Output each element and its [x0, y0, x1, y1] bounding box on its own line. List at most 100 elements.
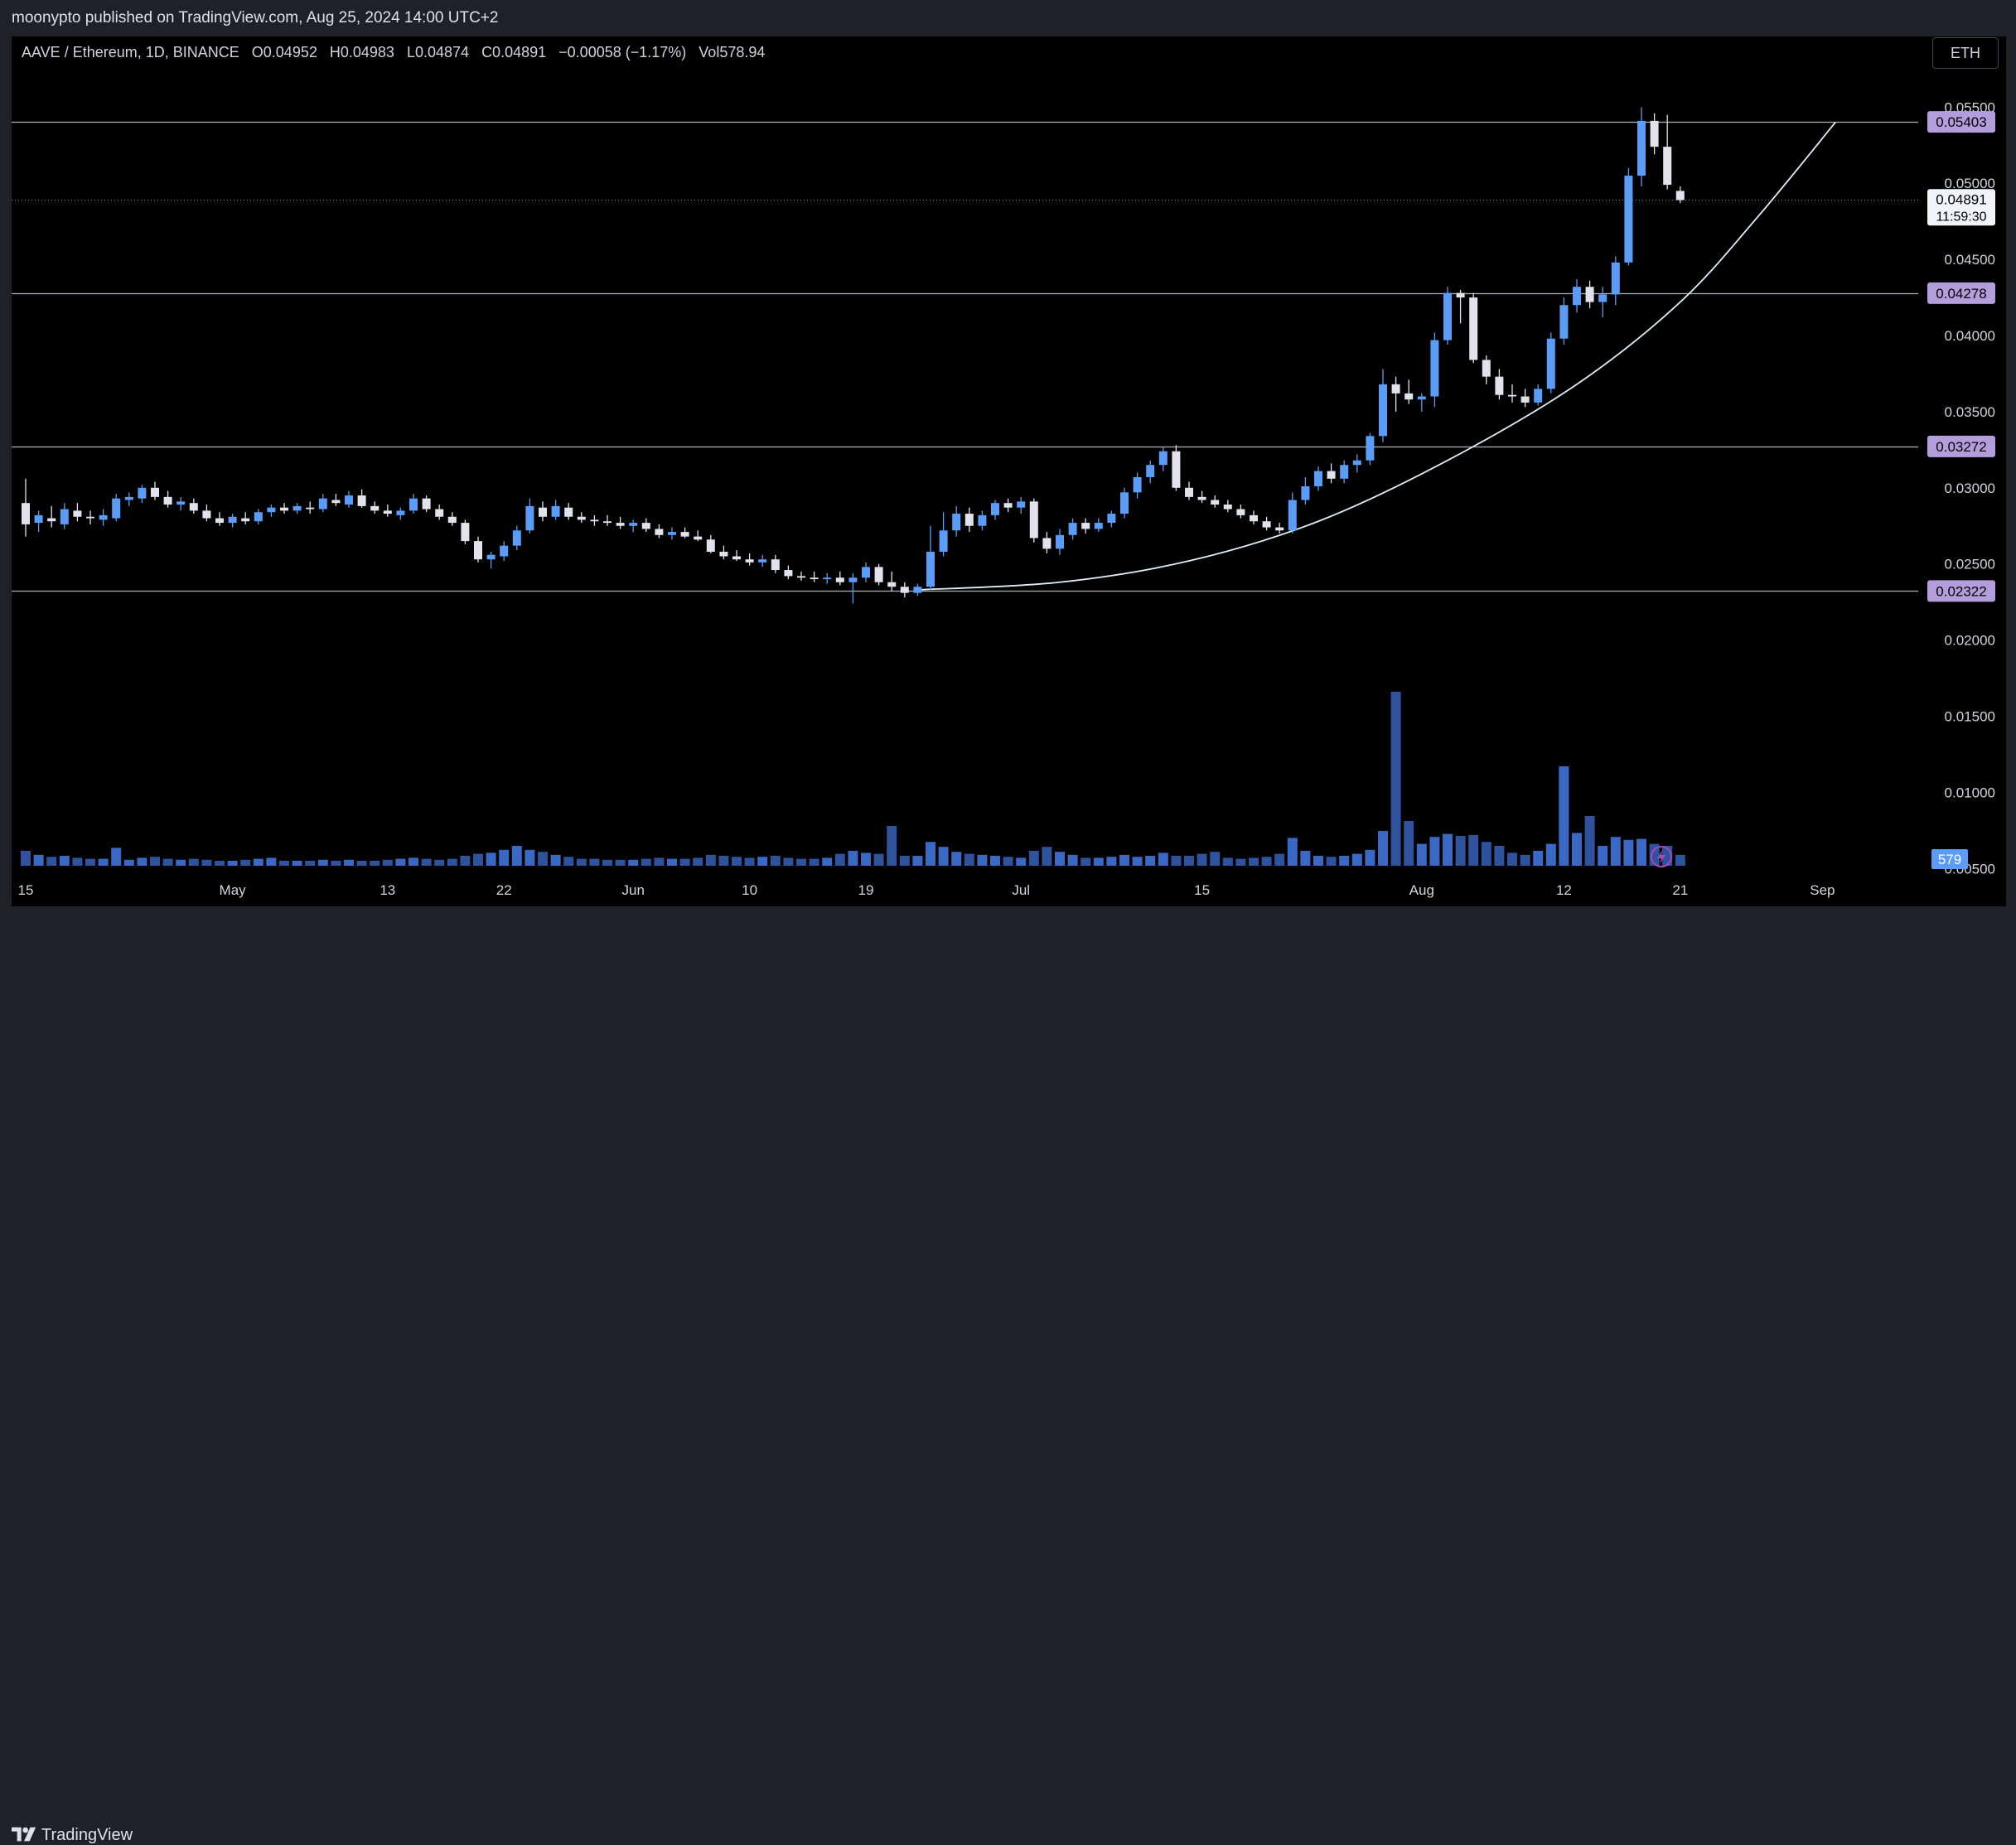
volume-bar — [1623, 839, 1634, 866]
volume-bar — [861, 852, 871, 866]
candle — [1120, 487, 1129, 519]
parabolic-curve[interactable] — [917, 122, 1836, 591]
volume-bar — [1119, 854, 1129, 866]
candle-body — [900, 587, 909, 593]
candle — [1598, 287, 1607, 317]
candle — [1081, 518, 1090, 534]
volume-bar — [460, 856, 471, 866]
candle-body — [1598, 294, 1607, 302]
candle-body — [680, 532, 689, 537]
candle — [551, 500, 560, 520]
candle — [926, 525, 935, 590]
candlestick-chart[interactable]: 0.060000.055000.050000.045000.040000.035… — [12, 36, 2006, 906]
candle-body — [797, 576, 805, 578]
currency-button[interactable]: ETH — [1932, 37, 1999, 69]
x-axis-tick-label: 12 — [1556, 882, 1572, 898]
volume-bar — [1443, 833, 1453, 866]
volume-bar — [1584, 816, 1595, 866]
volume-bar — [305, 861, 316, 866]
volume-bar — [1067, 854, 1078, 866]
level-price-badge — [1927, 282, 1995, 304]
volume-bar — [525, 849, 535, 866]
volume-bar — [46, 857, 57, 866]
legend-high: H0.04983 — [329, 44, 394, 60]
candle-body — [176, 501, 186, 505]
volume-bar — [550, 854, 561, 866]
candle — [370, 501, 380, 514]
candle — [1029, 498, 1038, 543]
volume-bar — [628, 859, 639, 866]
candle — [1456, 289, 1465, 324]
alert-bolt-icon[interactable] — [1651, 846, 1672, 867]
volume-bar — [602, 859, 612, 866]
candle-body — [1469, 297, 1478, 360]
candle — [1675, 186, 1685, 204]
candle — [1520, 389, 1530, 408]
volume-bar — [1222, 857, 1233, 866]
candle-body — [318, 498, 327, 510]
candle — [486, 552, 496, 569]
volume-bar — [21, 851, 31, 866]
countdown-text: 11:59:30 — [1936, 210, 1986, 224]
candle-body — [409, 498, 418, 511]
volume-bar — [576, 858, 587, 866]
volume-bar — [1132, 857, 1143, 866]
volume-bar — [732, 857, 742, 866]
volume-bar — [1416, 843, 1427, 866]
candle-body — [655, 529, 664, 535]
x-axis-tick-label: Aug — [1409, 882, 1434, 898]
candle — [151, 481, 159, 500]
candle — [1250, 510, 1258, 524]
candle — [1017, 496, 1026, 514]
volume-bar — [395, 858, 406, 866]
candle-body — [163, 496, 172, 505]
legend-volume: Vol578.94 — [699, 44, 766, 60]
tradingview-logo-icon[interactable] — [12, 1824, 36, 1844]
candle — [629, 519, 638, 533]
x-axis-tick-label: Sep — [1810, 882, 1835, 898]
candle — [1573, 279, 1581, 313]
candle — [913, 583, 922, 596]
candle-body — [1288, 500, 1297, 531]
candle — [784, 565, 793, 580]
candle — [771, 554, 780, 573]
candle — [1146, 460, 1155, 484]
candle-body — [1081, 523, 1090, 529]
candle-body — [22, 503, 30, 524]
candle — [1663, 114, 1672, 190]
candle — [978, 510, 987, 531]
candle — [1430, 332, 1439, 408]
candle-body — [112, 498, 121, 519]
volume-bar — [1145, 856, 1156, 866]
volume-bar — [693, 857, 703, 866]
candle-body — [1017, 501, 1026, 508]
candle — [254, 509, 263, 524]
chart-panel[interactable]: 0.060000.055000.050000.045000.040000.035… — [12, 36, 2006, 906]
candle-body — [370, 505, 380, 511]
candle-body — [1366, 436, 1375, 461]
candle-body — [745, 559, 754, 563]
candle-body — [1495, 376, 1504, 395]
volume-bar — [938, 847, 949, 866]
volume-bar — [1081, 857, 1091, 866]
volume-bar — [370, 861, 380, 866]
x-axis-tick-label: May — [220, 882, 247, 898]
candle-body — [694, 536, 703, 540]
volume-bar — [1545, 843, 1556, 866]
candle-body — [668, 532, 676, 535]
candle-body — [1042, 538, 1052, 549]
level-price-text: 0.05403 — [1936, 114, 1986, 130]
candle-body — [241, 518, 250, 522]
candle — [60, 503, 69, 529]
candle — [616, 516, 625, 529]
volume-bar — [899, 856, 910, 866]
candle-body — [887, 582, 897, 587]
candle-body — [1520, 396, 1530, 403]
tradingview-brand[interactable]: TradingView — [41, 1826, 133, 1844]
candle-body — [1250, 514, 1258, 522]
volume-bar — [1559, 766, 1569, 866]
volume-bar — [873, 853, 884, 866]
legend-symbol[interactable]: AAVE / Ethereum, 1D, BINANCE — [22, 44, 239, 60]
candle-body — [1094, 523, 1103, 529]
y-axis-tick-label: 0.05000 — [1945, 176, 1995, 191]
